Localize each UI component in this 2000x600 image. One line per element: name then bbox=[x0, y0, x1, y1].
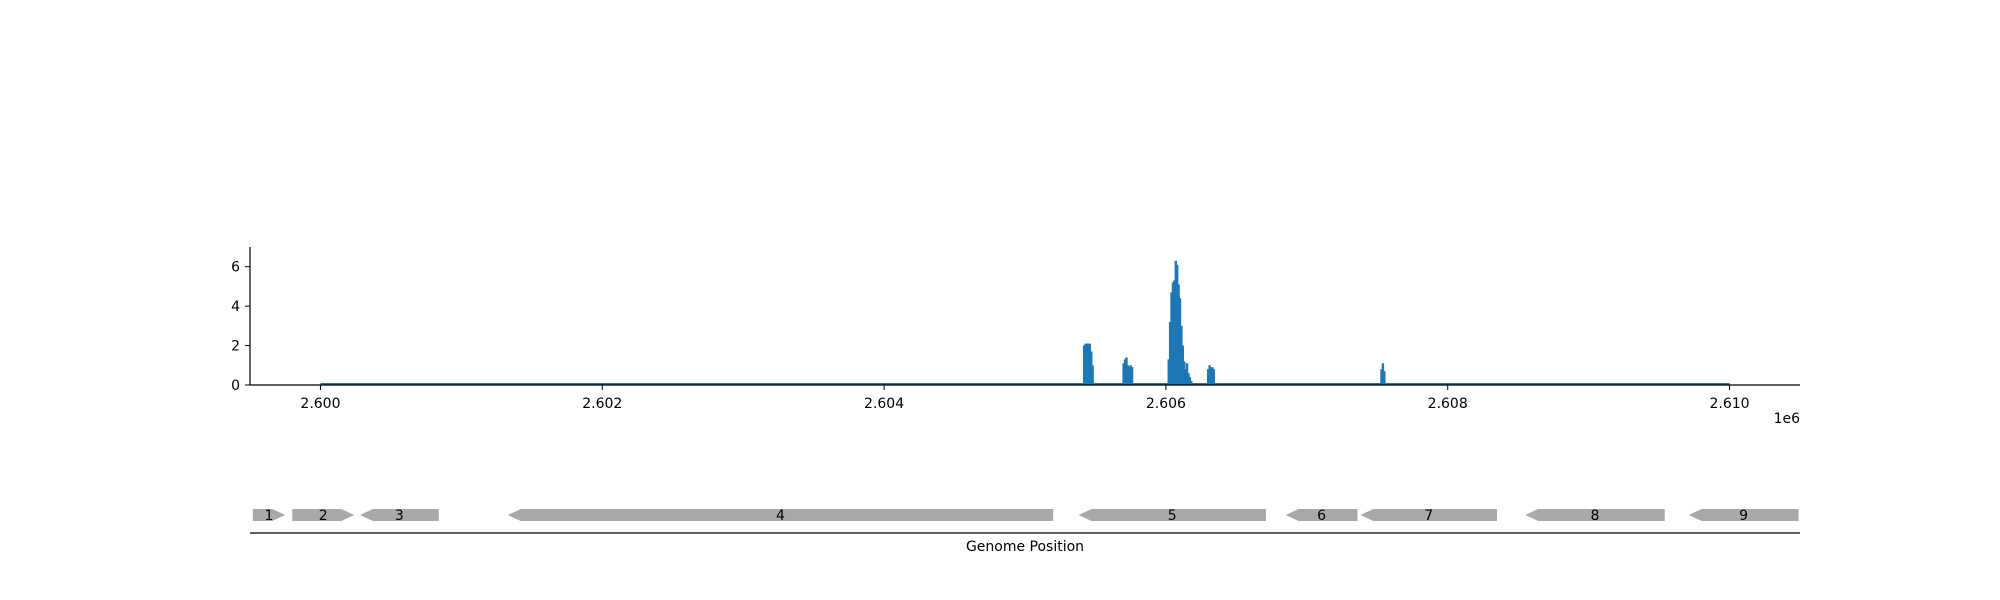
coverage-bar bbox=[1126, 365, 1130, 385]
x-axis-offset-label: 1e6 bbox=[1774, 411, 1801, 427]
gene-arrow bbox=[1078, 509, 1266, 521]
coverage-bar bbox=[1187, 373, 1190, 385]
coverage-bar bbox=[1122, 363, 1125, 385]
coverage-bar bbox=[1085, 343, 1089, 385]
coverage-bars bbox=[1082, 260, 1386, 385]
coverage-bar bbox=[1084, 343, 1087, 385]
x-tick-label: 2.604 bbox=[864, 396, 904, 412]
coverage-bar bbox=[1170, 292, 1173, 385]
coverage-bar bbox=[1208, 365, 1211, 385]
coverage-bar bbox=[1177, 284, 1180, 385]
coverage-bar bbox=[1125, 357, 1128, 385]
coverage-bar bbox=[1180, 325, 1183, 385]
coverage-bar bbox=[1130, 367, 1134, 385]
x-axis-ticks: 2.600 2.602 2.604 2.606 2.608 2.610 bbox=[300, 385, 1750, 412]
x-tick-label: 2.602 bbox=[582, 396, 622, 412]
y-tick-label: 4 bbox=[231, 299, 240, 315]
coverage-bar bbox=[1128, 367, 1131, 385]
coverage-bar bbox=[1173, 280, 1176, 385]
gene-arrow bbox=[252, 509, 286, 521]
coverage-bar bbox=[1123, 359, 1127, 385]
gene-arrow bbox=[1285, 509, 1358, 521]
x-tick-label: 2.606 bbox=[1146, 396, 1186, 412]
gene-arrow bbox=[1525, 509, 1665, 521]
gene-arrow bbox=[1688, 509, 1799, 521]
coverage-bar bbox=[1129, 365, 1132, 385]
y-tick-label: 0 bbox=[231, 378, 240, 394]
gene-label: 3 bbox=[395, 508, 404, 524]
gene-arrow bbox=[507, 509, 1054, 521]
coverage-bar bbox=[1167, 359, 1170, 385]
y-tick-label: 6 bbox=[231, 260, 240, 276]
coverage-bar bbox=[1209, 367, 1213, 385]
coverage-bar bbox=[1212, 369, 1216, 385]
coverage-bar bbox=[1188, 377, 1192, 385]
coverage-bar bbox=[1175, 264, 1179, 385]
coverage-bar bbox=[1183, 361, 1186, 385]
gene-label: 2 bbox=[319, 508, 328, 524]
y-tick-label: 2 bbox=[231, 339, 240, 355]
gene-label: 4 bbox=[776, 508, 785, 524]
gene-arrow bbox=[1360, 509, 1498, 521]
coverage-bar bbox=[1380, 369, 1383, 385]
coverage-bar bbox=[1171, 282, 1175, 385]
gene-track-x-label: Genome Position bbox=[966, 539, 1084, 555]
coverage-bar bbox=[1087, 343, 1090, 385]
coverage-bar bbox=[1168, 321, 1172, 385]
gene-track-panel: 1 2 3 4 5 6 7 8 9 Genome Position bbox=[250, 508, 1800, 555]
coverage-bar bbox=[1185, 363, 1189, 385]
gene-label: 5 bbox=[1168, 508, 1177, 524]
gene-label: 9 bbox=[1739, 508, 1748, 524]
x-tick-label: 2.610 bbox=[1709, 396, 1749, 412]
gene-label: 6 bbox=[1317, 508, 1326, 524]
gene-label: 7 bbox=[1424, 508, 1433, 524]
gene-label: 1 bbox=[265, 508, 274, 524]
x-tick-label: 2.600 bbox=[300, 396, 340, 412]
coverage-panel: 0 2 4 6 2.600 2.602 2.604 2.606 2.608 2.610 1e6 bbox=[231, 247, 1800, 427]
coverage-bar bbox=[1211, 367, 1214, 385]
gene-label: 8 bbox=[1591, 508, 1600, 524]
gene-features: 1 2 3 4 5 6 7 8 9 bbox=[252, 508, 1799, 524]
coverage-bar bbox=[1184, 369, 1187, 385]
coverage-bar bbox=[1206, 369, 1210, 385]
x-tick-label: 2.608 bbox=[1428, 396, 1468, 412]
coverage-bar bbox=[1178, 298, 1182, 385]
coverage-bar bbox=[1091, 365, 1094, 385]
coverage-bar bbox=[1383, 371, 1386, 385]
coverage-bar bbox=[1381, 363, 1385, 385]
gene-arrow bbox=[292, 509, 355, 521]
y-axis-ticks: 0 2 4 6 bbox=[231, 260, 250, 394]
coverage-bar bbox=[1181, 345, 1185, 385]
coverage-bar bbox=[1090, 351, 1093, 385]
coverage-bar bbox=[1088, 343, 1092, 385]
coverage-bar bbox=[1174, 260, 1177, 385]
gene-arrow bbox=[359, 509, 439, 521]
coverage-bar bbox=[1082, 345, 1086, 385]
